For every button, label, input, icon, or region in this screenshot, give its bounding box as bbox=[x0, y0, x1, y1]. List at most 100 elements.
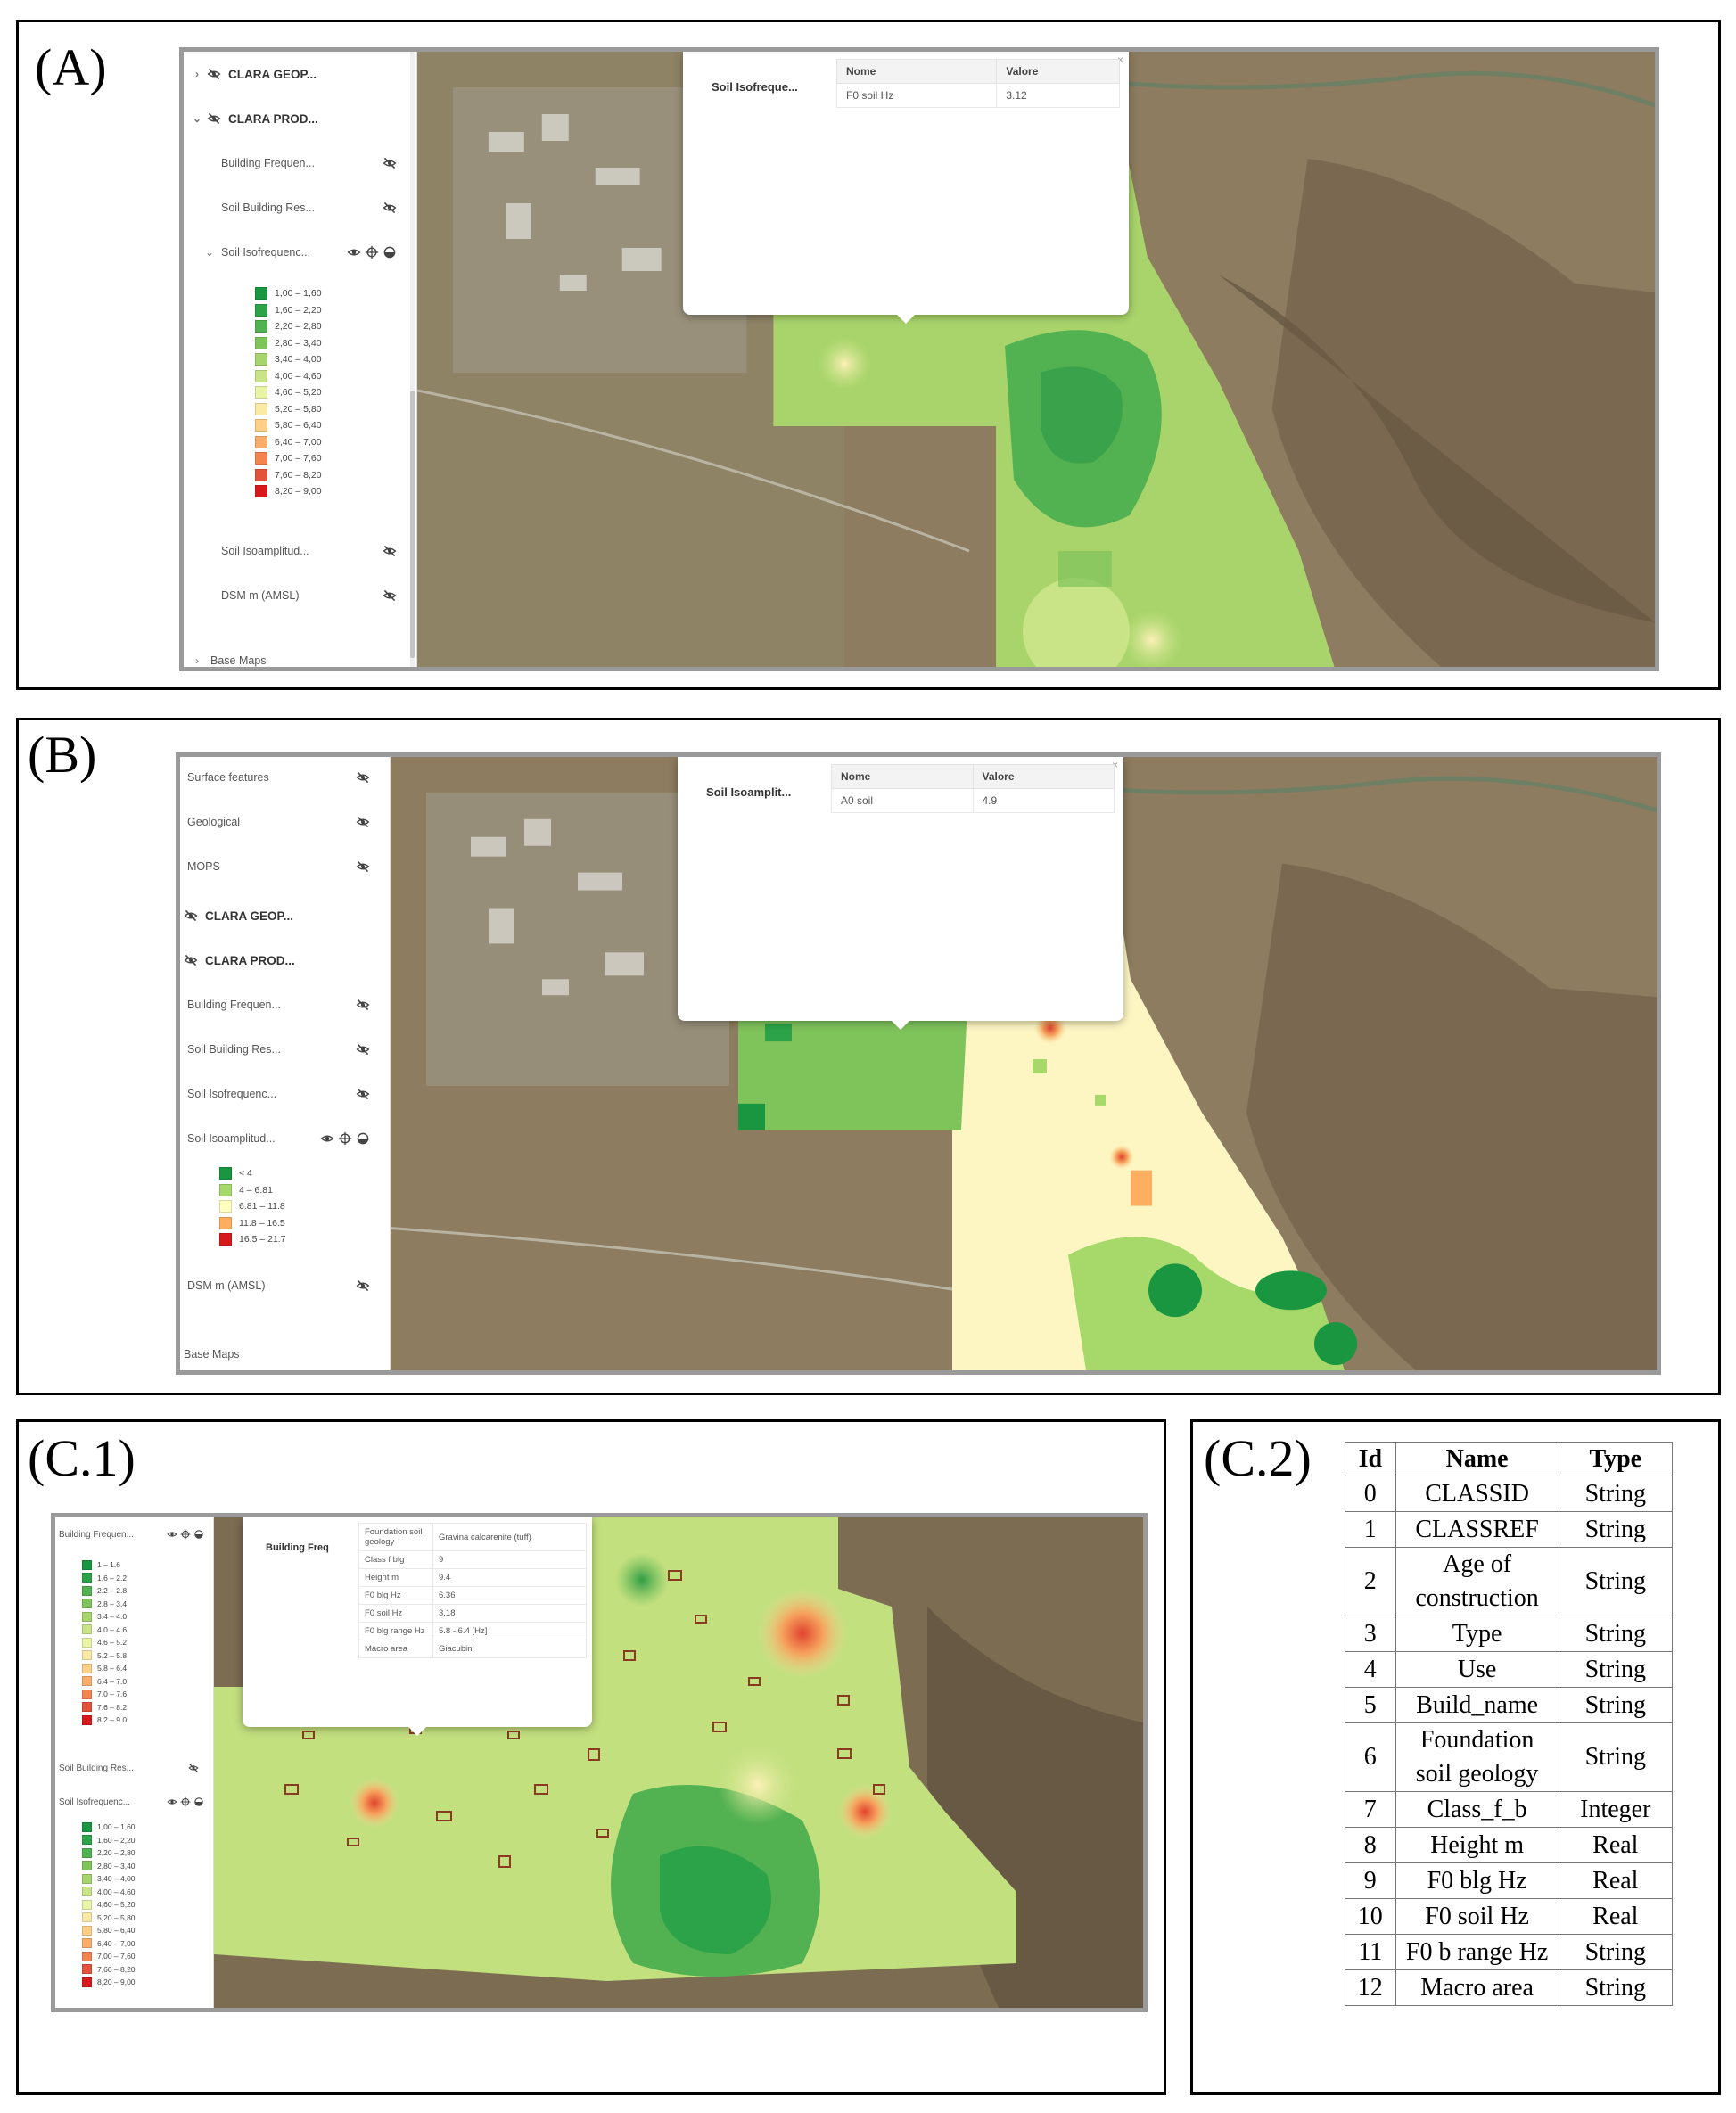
legend-swatch bbox=[82, 1676, 92, 1687]
legend-label: 1.6 – 2.2 bbox=[97, 1573, 128, 1583]
eye-off-icon[interactable] bbox=[356, 998, 370, 1012]
opacity-icon[interactable] bbox=[356, 1131, 370, 1146]
table-row: 4 Use String bbox=[1345, 1651, 1674, 1688]
map-view[interactable] bbox=[214, 1517, 1143, 2008]
layer-panel: › CLARA GEOP... ⌄ CLARA PROD... Building… bbox=[184, 52, 417, 667]
layer-item-soil-isofrequency[interactable]: ⌄ Soil Isofrequenc... bbox=[184, 239, 416, 266]
legend-label: 4,60 – 5,20 bbox=[275, 387, 322, 399]
layer-group-prod[interactable]: CLARA PROD... bbox=[180, 947, 390, 974]
eye-off-icon[interactable] bbox=[383, 156, 397, 170]
legend-label: 5,80 – 6,40 bbox=[275, 420, 322, 432]
eye-off-icon[interactable] bbox=[383, 544, 397, 558]
layer-item-soil-isofrequency[interactable]: Soil Isofrequenc... bbox=[55, 1792, 213, 1812]
attribute-name: Macro area bbox=[358, 1640, 433, 1658]
layer-item-label: Soil Building Res... bbox=[59, 1763, 134, 1773]
layer-item-soil-building-res[interactable]: Soil Building Res... bbox=[55, 1758, 213, 1778]
cell-id: 2 bbox=[1345, 1547, 1396, 1616]
close-icon[interactable]: × bbox=[1111, 759, 1118, 771]
eye-off-icon[interactable] bbox=[207, 111, 221, 126]
eye-off-icon[interactable] bbox=[184, 953, 198, 967]
legend-item: 4,00 – 4,60 bbox=[82, 1886, 136, 1899]
legend-label: 8,20 – 9,00 bbox=[275, 486, 322, 497]
legend-label: 1 – 1.6 bbox=[97, 1560, 120, 1570]
crosshair-icon[interactable] bbox=[180, 1529, 191, 1540]
crosshair-icon[interactable] bbox=[180, 1796, 191, 1807]
legend-item: 6.4 – 7.0 bbox=[82, 1675, 127, 1689]
layer-group-prod[interactable]: ⌄ CLARA PROD... bbox=[184, 105, 416, 132]
eye-off-icon[interactable] bbox=[184, 909, 198, 923]
eye-off-icon[interactable] bbox=[383, 201, 397, 215]
legend-swatch bbox=[82, 1611, 92, 1622]
cell-name: F0 soil Hz bbox=[1395, 1898, 1559, 1935]
eye-icon[interactable] bbox=[320, 1131, 334, 1146]
layer-item-building-frequency[interactable]: Building Frequen... bbox=[55, 1525, 213, 1544]
eye-off-icon[interactable] bbox=[356, 859, 370, 874]
legend-item: < 4 bbox=[219, 1165, 286, 1182]
satellite-map[interactable] bbox=[214, 1517, 1143, 2008]
eye-off-icon[interactable] bbox=[356, 815, 370, 829]
cell-type: String bbox=[1558, 1476, 1674, 1512]
cell-type: String bbox=[1558, 1934, 1674, 1970]
eye-off-icon[interactable] bbox=[207, 67, 221, 81]
column-header-value: Valore bbox=[996, 59, 1120, 84]
eye-off-icon[interactable] bbox=[383, 588, 397, 603]
eye-icon[interactable] bbox=[167, 1796, 177, 1807]
layer-item-building-frequency[interactable]: Building Frequen... bbox=[184, 150, 416, 177]
eye-icon[interactable] bbox=[167, 1529, 177, 1540]
popup-attribute-row: Class f blg 9 bbox=[358, 1550, 587, 1569]
eye-off-icon[interactable] bbox=[356, 1042, 370, 1056]
eye-off-icon[interactable] bbox=[356, 1087, 370, 1101]
layer-base-maps[interactable]: Base Maps bbox=[180, 1341, 390, 1368]
legend-swatch bbox=[255, 336, 267, 349]
layer-item-soil-isoamplitude[interactable]: Soil Isoamplitud... bbox=[180, 1125, 390, 1152]
crosshair-icon[interactable] bbox=[338, 1131, 352, 1146]
layer-item-mops[interactable]: MOPS bbox=[180, 853, 390, 880]
panel-c1: (C.1) Building Frequen... 1 – 1.6 1.6 – 2… bbox=[16, 1419, 1166, 2095]
legend-swatch bbox=[255, 452, 267, 465]
layer-item-dsm[interactable]: DSM m (AMSL) bbox=[184, 582, 416, 609]
legend-label: 16.5 – 21.7 bbox=[239, 1234, 286, 1246]
table-row: 10 F0 soil Hz Real bbox=[1345, 1898, 1674, 1935]
layer-item-label: Soil Building Res... bbox=[221, 201, 315, 214]
legend-label: 4,60 – 5,20 bbox=[97, 1900, 136, 1910]
layer-item-surface-features[interactable]: Surface features bbox=[180, 764, 390, 791]
scrollbar-thumb[interactable] bbox=[410, 391, 415, 658]
layer-item-geological[interactable]: Geological bbox=[180, 809, 390, 835]
feature-info-popup: Soil Isofreque... × Nome Valore F0 soil … bbox=[683, 52, 1129, 324]
legend-item: 7.6 – 8.2 bbox=[82, 1701, 127, 1714]
legend-item: 6,40 – 7,00 bbox=[82, 1937, 136, 1951]
cell-name: F0 blg Hz bbox=[1395, 1862, 1559, 1899]
legend-label: 4,00 – 4,60 bbox=[275, 370, 322, 382]
layer-item-label: DSM m (AMSL) bbox=[221, 589, 300, 602]
legend-item: 6.81 – 11.8 bbox=[219, 1198, 286, 1215]
legend-swatch bbox=[82, 1637, 92, 1648]
crosshair-icon[interactable] bbox=[365, 245, 379, 259]
layer-item-soil-building-res[interactable]: Soil Building Res... bbox=[184, 194, 416, 221]
legend-swatch bbox=[219, 1183, 232, 1196]
opacity-icon[interactable] bbox=[383, 245, 397, 259]
legend-label: 2.8 – 3.4 bbox=[97, 1599, 128, 1608]
opacity-icon[interactable] bbox=[193, 1796, 204, 1807]
layer-item-soil-isofrequency[interactable]: Soil Isofrequenc... bbox=[180, 1081, 390, 1107]
layer-group-geop[interactable]: CLARA GEOP... bbox=[180, 902, 390, 929]
opacity-icon[interactable] bbox=[193, 1529, 204, 1540]
layer-item-soil-building-res[interactable]: Soil Building Res... bbox=[180, 1036, 390, 1063]
scrollbar-track[interactable] bbox=[410, 52, 415, 667]
layer-base-maps[interactable]: › Base Maps bbox=[184, 647, 416, 667]
layer-group-geop[interactable]: › CLARA GEOP... bbox=[184, 61, 416, 87]
cell-id: 5 bbox=[1345, 1687, 1396, 1723]
layer-item-dsm[interactable]: DSM m (AMSL) bbox=[180, 1272, 390, 1299]
eye-off-icon[interactable] bbox=[188, 1763, 199, 1773]
layer-item-label: Soil Isofrequenc... bbox=[59, 1796, 131, 1807]
layer-item-building-frequency[interactable]: Building Frequen... bbox=[180, 991, 390, 1018]
attribute-value: 9 bbox=[432, 1550, 587, 1569]
eye-icon[interactable] bbox=[347, 245, 361, 259]
feature-info-popup: Soil Isoamplit... × Nome Valore A0 soil … bbox=[678, 757, 1123, 1030]
layer-group-label: CLARA PROD... bbox=[205, 953, 295, 967]
layer-item-soil-isoamplitude[interactable]: Soil Isoamplitud... bbox=[184, 538, 416, 564]
eye-off-icon[interactable] bbox=[356, 1278, 370, 1293]
cell-id: 8 bbox=[1345, 1827, 1396, 1863]
eye-off-icon[interactable] bbox=[356, 770, 370, 785]
popup-attribute-table: Foundation soil geology Gravina calcareni… bbox=[358, 1523, 587, 1658]
close-icon[interactable]: × bbox=[1116, 53, 1123, 66]
